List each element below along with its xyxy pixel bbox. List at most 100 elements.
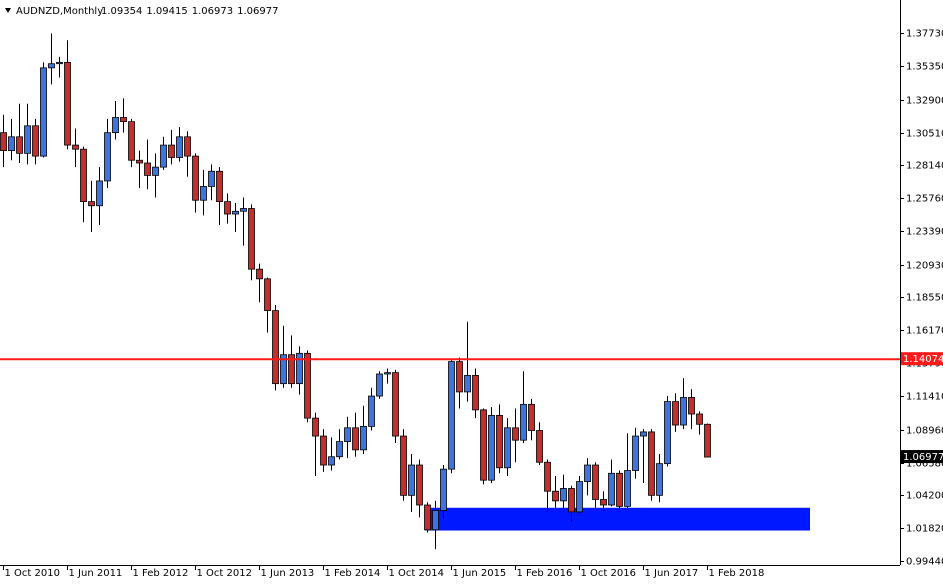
- candle-body: [632, 435, 639, 471]
- candle-body: [312, 417, 319, 437]
- y-tick-label: 1.16170: [906, 326, 943, 337]
- candle-body: [144, 162, 151, 176]
- candle-body: [384, 372, 391, 375]
- candle-body: [248, 208, 255, 270]
- menu-arrow[interactable]: [5, 8, 11, 13]
- y-tick-label: 1.11410: [906, 392, 943, 403]
- candle-body: [104, 132, 111, 182]
- candle-body: [560, 488, 567, 502]
- candle-body: [64, 61, 71, 146]
- candle-body: [544, 461, 551, 492]
- y-tick-label: 1.25760: [906, 194, 943, 205]
- y-tick-label: 1.30510: [906, 129, 943, 140]
- candle-body: [432, 510, 439, 531]
- candle-body: [80, 148, 87, 203]
- y-tick-label: 1.37730: [906, 29, 943, 40]
- candle-body: [456, 361, 463, 393]
- y-tick-label: 1.18550: [906, 293, 943, 304]
- candle-body: [120, 117, 127, 123]
- candle-body: [536, 430, 543, 463]
- candle-body: [336, 441, 343, 458]
- ohlc-open: 1.09354: [101, 6, 142, 17]
- ohlc-close: 1.06977: [237, 6, 278, 17]
- candle-body: [352, 427, 359, 451]
- candle-body: [440, 468, 447, 511]
- candle-body: [416, 464, 423, 506]
- candle-body: [472, 374, 479, 411]
- candle-body: [360, 426, 367, 451]
- candle-body: [88, 201, 95, 207]
- candle-body: [256, 268, 263, 280]
- x-tick-label: 1 Feb 2016: [517, 568, 573, 579]
- y-tick-label: 0.99440: [906, 557, 943, 568]
- x-tick-label: 1 Oct 2012: [197, 568, 252, 579]
- candle-body: [568, 488, 575, 513]
- candle-body: [0, 132, 7, 151]
- candle-body: [216, 170, 223, 203]
- candle-body: [288, 354, 295, 385]
- candle-body: [648, 431, 655, 496]
- candle-body: [344, 427, 351, 442]
- candle-body: [480, 409, 487, 481]
- candle-body: [400, 435, 407, 496]
- candle-body: [208, 170, 215, 187]
- candle-body: [376, 373, 383, 397]
- candle-body: [704, 423, 711, 458]
- x-tick-label: 1 Feb 2012: [133, 568, 189, 579]
- candle-body: [96, 180, 103, 207]
- candle-body: [392, 372, 399, 437]
- candle-body: [280, 354, 287, 385]
- candle-body: [40, 67, 47, 157]
- x-tick-label: 1 Feb 2018: [709, 568, 765, 579]
- x-tick-label: 1 Oct 2010: [5, 568, 60, 579]
- x-tick-label: 1 Oct 2014: [389, 568, 444, 579]
- y-tick-label: 1.28140: [906, 161, 943, 172]
- candle-body: [408, 464, 415, 496]
- candle-body: [576, 481, 583, 513]
- candle-body: [616, 472, 623, 507]
- candle-body: [496, 414, 503, 469]
- candle-body: [112, 117, 119, 134]
- candle-body: [160, 144, 167, 168]
- candle-body: [232, 210, 239, 215]
- candle-body: [448, 361, 455, 470]
- price-label: 1.06977: [903, 452, 943, 463]
- candle-body: [152, 166, 159, 176]
- y-tick-label: 1.32900: [906, 96, 943, 107]
- candle-body: [656, 463, 663, 496]
- candle-body: [224, 201, 231, 215]
- x-tick-label: 1 Feb 2014: [325, 568, 381, 579]
- candle-body: [584, 464, 591, 482]
- candle-body: [168, 144, 175, 158]
- candle-body: [640, 431, 647, 437]
- candle-body: [424, 504, 431, 531]
- support-zone: [425, 507, 810, 531]
- candle-body: [296, 352, 303, 385]
- candle-body: [624, 470, 631, 507]
- candle-body: [488, 414, 495, 481]
- candle-body: [176, 136, 183, 158]
- candle-body: [48, 63, 55, 69]
- ohlc-values: 1.09354 1.09415 1.06973 1.06977: [101, 6, 278, 17]
- candle-body: [24, 125, 31, 154]
- ohlc-high: 1.09415: [146, 6, 187, 17]
- candle-body: [32, 125, 39, 157]
- candle-body: [184, 136, 191, 157]
- candle-body: [272, 310, 279, 385]
- candle-body: [608, 472, 615, 506]
- candle-body: [264, 278, 271, 311]
- candle-body: [128, 121, 135, 161]
- candle-body: [600, 499, 607, 506]
- y-tick-label: 1.06580: [906, 459, 943, 470]
- ohlc-low: 1.06973: [192, 6, 233, 17]
- price-label-box: [901, 450, 943, 464]
- y-tick-label: 1.23390: [906, 227, 943, 238]
- y-tick-label: 1.20930: [906, 261, 943, 272]
- x-tick-label: 1 Jun 2013: [261, 568, 315, 579]
- level-label: 1.14074: [903, 354, 943, 365]
- candle-body: [512, 427, 519, 441]
- candle-body: [304, 352, 311, 419]
